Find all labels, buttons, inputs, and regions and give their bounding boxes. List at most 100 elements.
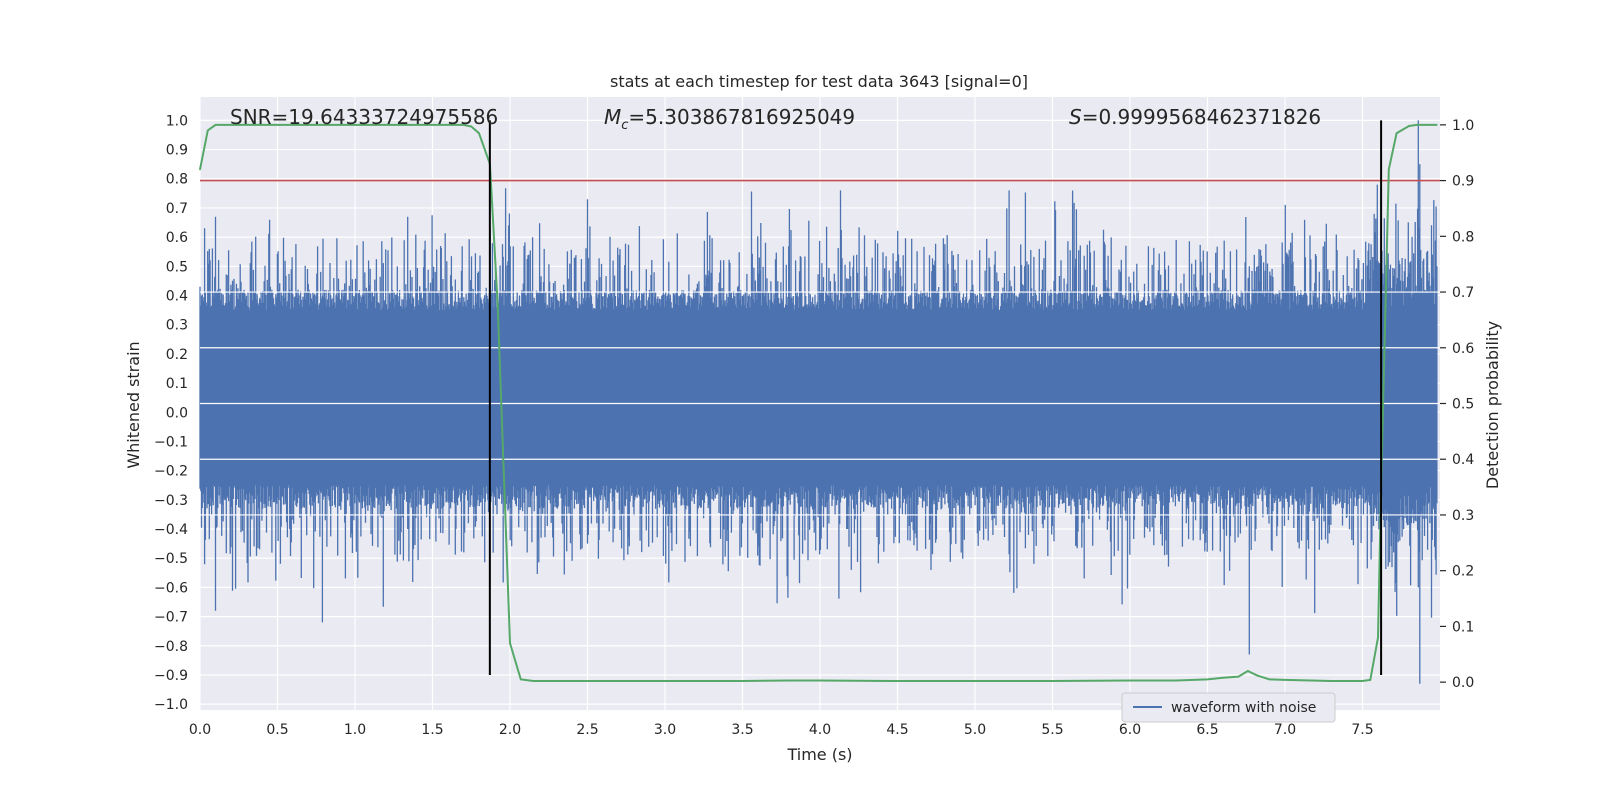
x-tick-label-0: 0.0 [189, 722, 211, 738]
y-left-axis-ticks: 1.0 0.9 0.8 0.7 0.6 0.5 0.4 0.3 0.2 0.1 0.0 −0.1 −0.… [154, 113, 188, 713]
probability-point-31 [1330, 680, 1333, 682]
x-tick-label-2: 1.0 [344, 722, 366, 738]
legend: waveform with noise [1121, 692, 1336, 723]
y-left-tick-label-2: 0.8 [166, 172, 188, 188]
y-left-tick-label-17: −0.7 [154, 610, 188, 626]
y-left-tick-label-3: 0.7 [166, 201, 188, 217]
y-right-tick-label-8: 0.2 [1452, 564, 1474, 580]
y-left-tick-label-6: 0.4 [166, 288, 188, 304]
y-left-tick-label-11: −0.1 [154, 434, 188, 450]
y-right-tick-label-3: 0.7 [1452, 285, 1474, 301]
y-right-tick-label-10: 0.0 [1452, 675, 1474, 691]
legend-box [1121, 692, 1336, 723]
y-left-tick-label-8: 0.2 [166, 347, 188, 363]
probability-point-30 [1284, 679, 1286, 681]
x-tick-label-11: 5.5 [1041, 722, 1063, 738]
y-left-tick-label-15: −0.5 [154, 551, 188, 567]
y-right-tick-label-2: 0.8 [1452, 229, 1474, 245]
mc-symbol: M [604, 105, 621, 129]
chirp-mass-annotation: Mc=5.303867816925049 [604, 105, 855, 133]
probability-point-12 [520, 678, 522, 681]
y-right-axis-label: Detection probability [1483, 321, 1502, 489]
probability-point-11 [509, 642, 511, 644]
y-right-tick-label-0: 1.0 [1452, 118, 1474, 134]
probability-point-1 [206, 129, 209, 132]
probability-point-5 [431, 124, 434, 126]
x-tick-label-9: 4.5 [886, 722, 908, 738]
y-left-tick-label-1: 0.9 [166, 143, 188, 159]
y-right-tick-label-6: 0.4 [1452, 452, 1474, 468]
probability-point-20 [974, 680, 976, 682]
probability-point-34 [1377, 636, 1379, 639]
mc-value: =5.303867816925049 [628, 105, 855, 129]
y-left-tick-label-0: 1.0 [166, 113, 188, 129]
probability-point-38 [1408, 125, 1410, 127]
probability-point-32 [1361, 680, 1364, 682]
probability-point-17 [788, 679, 790, 682]
probability-point-8 [478, 132, 480, 135]
y-right-tick-label-1: 0.9 [1452, 174, 1474, 190]
x-tick-label-5: 2.5 [576, 722, 598, 738]
probability-point-39 [1415, 124, 1418, 126]
probability-point-7 [470, 125, 473, 128]
y-left-tick-label-19: −0.9 [154, 668, 188, 684]
probability-point-18 [819, 679, 821, 682]
probability-point-2 [214, 124, 217, 126]
s-symbol: S [1069, 105, 1082, 129]
y-left-tick-label-10: 0.0 [166, 405, 188, 421]
probability-point-27 [1247, 670, 1249, 672]
series-waveform-with-noise [199, 120, 1440, 684]
probability-point-36 [1388, 168, 1390, 171]
probability-point-4 [354, 124, 356, 126]
probability-point-16 [741, 680, 744, 682]
probability-point-23 [1175, 679, 1178, 682]
x-tick-label-8: 4.0 [809, 722, 831, 738]
probability-line [199, 123, 1437, 682]
probability-point-41 [1436, 124, 1438, 126]
probability-point-19 [896, 680, 899, 682]
probability-point-0 [199, 168, 201, 171]
y-left-tick-label-14: −0.4 [154, 522, 188, 538]
waveform-trace [199, 120, 1438, 684]
event-markers [488, 120, 1383, 675]
y-right-tick-label-4: 0.6 [1452, 341, 1474, 357]
y-left-tick-label-9: 0.1 [166, 376, 188, 392]
mc-subscript: c [621, 118, 628, 133]
x-tick-label-14: 7.0 [1274, 722, 1296, 738]
y-left-tick-label-18: −0.8 [154, 639, 188, 655]
y-left-tick-label-5: 0.5 [166, 259, 188, 275]
y-left-axis-label: Whitened strain [124, 341, 143, 468]
x-axis-label: Time (s) [786, 745, 852, 764]
x-tick-label-6: 3.0 [654, 722, 676, 738]
y-left-tick-label-16: −0.6 [154, 580, 188, 596]
probability-point-37 [1395, 132, 1398, 135]
series-detection-probability [199, 123, 1438, 682]
probability-point-3 [276, 124, 279, 126]
x-tick-label-13: 6.5 [1196, 722, 1218, 738]
y-left-tick-label-7: 0.3 [166, 318, 188, 334]
legend-label-waveform: waveform with noise [1171, 700, 1316, 716]
chart-title: stats at each timestep for test data 364… [610, 72, 1028, 91]
y-left-tick-label-12: −0.2 [154, 464, 188, 480]
x-tick-label-1: 0.5 [266, 722, 288, 738]
probability-point-10 [496, 302, 499, 304]
x-tick-label-7: 3.5 [731, 722, 753, 738]
s-annotation: S=0.9999568462371826 [1069, 105, 1321, 129]
y-right-axis-ticks: 1.0 0.9 0.8 0.7 0.6 0.5 0.4 0.3 0.2 0.1 0.0 [1440, 118, 1474, 691]
y-left-tick-label-13: −0.3 [154, 493, 188, 509]
y-right-tick-label-7: 0.3 [1452, 508, 1474, 524]
x-tick-label-4: 2.0 [499, 722, 521, 738]
probability-point-15 [664, 680, 666, 682]
probability-point-13 [532, 680, 535, 682]
annotations: SNR=19.64333724975586 Mc=5.3038678169250… [230, 105, 1321, 133]
x-tick-label-12: 6.0 [1119, 722, 1141, 738]
x-tick-label-10: 5.0 [964, 722, 986, 738]
probability-point-26 [1237, 675, 1240, 678]
probability-point-40 [1423, 124, 1426, 126]
probability-point-22 [1129, 679, 1131, 682]
probability-point-6 [462, 124, 465, 126]
probability-point-29 [1268, 678, 1271, 681]
x-axis-ticks: 0.0 0.5 1.0 1.5 2.0 2.5 3.0 3.5 4.0 4.5 5.0 5.5 6.0 6… [189, 722, 1374, 738]
x-tick-label-15: 7.5 [1351, 722, 1373, 738]
